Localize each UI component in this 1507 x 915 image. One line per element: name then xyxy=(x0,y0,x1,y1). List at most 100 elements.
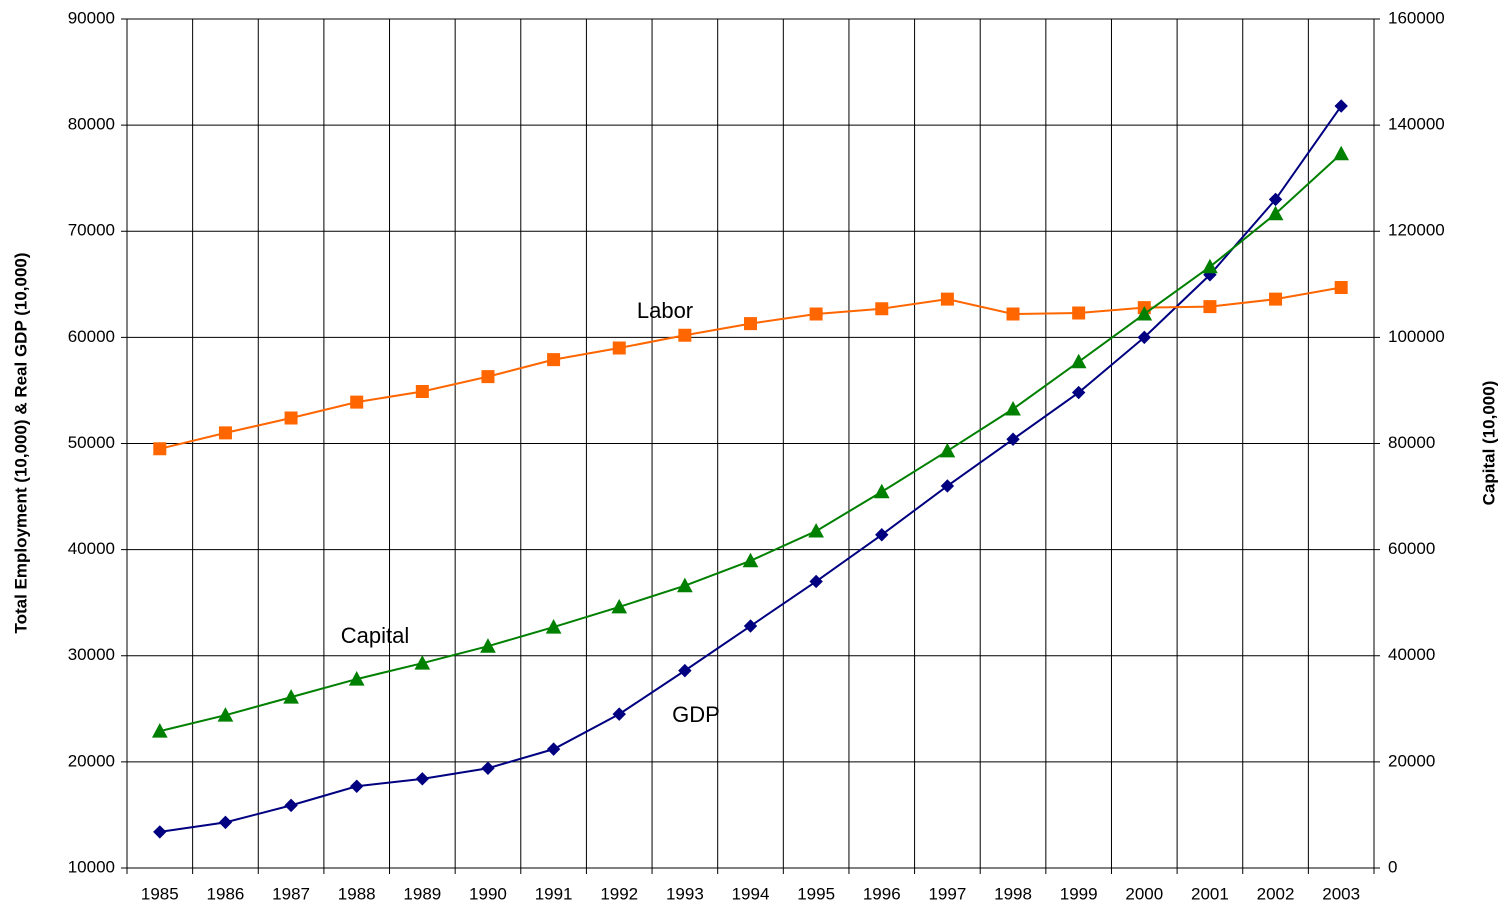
y2-tick-label: 40000 xyxy=(1388,645,1435,664)
data-point xyxy=(809,307,823,321)
data-point xyxy=(611,598,628,614)
x-tick-label: 2002 xyxy=(1257,884,1295,903)
data-point xyxy=(678,328,692,342)
data-point xyxy=(1006,307,1020,321)
data-point xyxy=(1071,385,1086,400)
data-point xyxy=(1202,258,1218,274)
data-point xyxy=(1005,400,1021,416)
data-point xyxy=(415,384,429,398)
data-point xyxy=(1267,205,1284,221)
y2-tick-label: 120000 xyxy=(1388,221,1445,240)
y2-tick-label: 160000 xyxy=(1388,8,1445,27)
y2-tick-label: 60000 xyxy=(1388,539,1435,558)
data-point xyxy=(284,798,298,813)
x-tick-label: 2001 xyxy=(1191,884,1229,903)
data-point xyxy=(677,577,693,593)
series-annotation: Capital xyxy=(341,623,409,648)
data-point xyxy=(1269,292,1283,306)
data-point xyxy=(153,825,167,839)
data-point xyxy=(481,370,495,384)
data-point xyxy=(1072,306,1086,320)
y-tick-label: 80000 xyxy=(68,115,115,134)
x-tick-label: 1994 xyxy=(732,884,770,903)
data-point xyxy=(940,292,954,306)
data-point xyxy=(1203,300,1217,314)
data-point xyxy=(612,707,626,721)
data-point xyxy=(414,655,431,670)
data-point xyxy=(218,426,232,440)
y2-tick-label: 80000 xyxy=(1388,433,1435,452)
y-tick-label: 60000 xyxy=(68,327,115,346)
data-point xyxy=(744,317,757,331)
plot-frame xyxy=(126,18,1375,869)
x-tick-label: 1993 xyxy=(666,884,704,903)
data-point xyxy=(348,671,365,686)
data-point xyxy=(743,619,758,633)
data-point xyxy=(873,483,890,499)
data-point xyxy=(1136,305,1153,321)
x-tick-label: 1989 xyxy=(403,884,441,903)
x-tick-label: 1998 xyxy=(994,884,1032,903)
data-point xyxy=(808,522,824,538)
x-tick-label: 1991 xyxy=(535,884,573,903)
data-point xyxy=(742,552,759,568)
x-tick-label: 1992 xyxy=(600,884,638,903)
data-point xyxy=(350,779,364,793)
y2-tick-label: 140000 xyxy=(1388,115,1445,134)
data-point xyxy=(284,411,298,425)
data-point xyxy=(875,302,889,316)
x-tick-label: 1986 xyxy=(207,884,245,903)
data-point xyxy=(546,742,561,756)
data-point xyxy=(1137,330,1151,345)
data-point xyxy=(547,353,561,367)
data-point xyxy=(545,619,562,634)
x-tick-label: 1999 xyxy=(1060,884,1098,903)
data-point xyxy=(678,663,692,678)
data-point xyxy=(1070,353,1087,369)
x-tick-label: 2000 xyxy=(1125,884,1163,903)
data-point xyxy=(153,442,167,456)
series-line xyxy=(159,286,1342,450)
data-point xyxy=(1334,99,1348,113)
y-tick-label: 70000 xyxy=(68,221,115,240)
data-point xyxy=(940,479,955,493)
data-point xyxy=(480,638,496,653)
data-point xyxy=(1006,432,1020,446)
y-tick-label: 90000 xyxy=(68,8,115,27)
data-point xyxy=(1268,192,1283,207)
x-tick-label: 1997 xyxy=(928,884,966,903)
series-annotation: Labor xyxy=(637,298,693,323)
data-point xyxy=(217,707,234,722)
data-point xyxy=(415,772,430,786)
data-point xyxy=(481,761,495,775)
y-tick-label: 10000 xyxy=(68,857,115,876)
y-axis-title: Total Employment (10,000) & Real GDP (10… xyxy=(11,252,30,633)
x-tick-label: 2003 xyxy=(1322,884,1360,903)
x-tick-label: 1988 xyxy=(338,884,376,903)
x-tick-label: 1996 xyxy=(863,884,901,903)
y-tick-label: 20000 xyxy=(68,751,115,770)
data-point xyxy=(939,442,956,458)
data-point xyxy=(1334,280,1348,294)
y2-tick-label: 0 xyxy=(1388,857,1397,876)
data-point xyxy=(809,574,823,589)
y2-axis-title: Capital (10,000) xyxy=(1479,381,1498,506)
data-point xyxy=(350,395,364,409)
series-line xyxy=(159,153,1342,733)
y2-tick-label: 20000 xyxy=(1388,751,1435,770)
series-annotation: GDP xyxy=(672,702,720,727)
x-tick-label: 1985 xyxy=(141,884,179,903)
y-tick-label: 40000 xyxy=(68,539,115,558)
x-tick-label: 1995 xyxy=(797,884,835,903)
y2-tick-label: 100000 xyxy=(1388,327,1445,346)
data-point xyxy=(283,689,299,704)
data-point xyxy=(151,723,168,738)
data-point xyxy=(218,815,233,830)
series-line xyxy=(159,105,1343,833)
x-tick-label: 1987 xyxy=(272,884,310,903)
y-tick-label: 30000 xyxy=(68,645,115,664)
data-point xyxy=(875,528,889,542)
y-tick-label: 50000 xyxy=(68,433,115,452)
x-tick-label: 1990 xyxy=(469,884,507,903)
